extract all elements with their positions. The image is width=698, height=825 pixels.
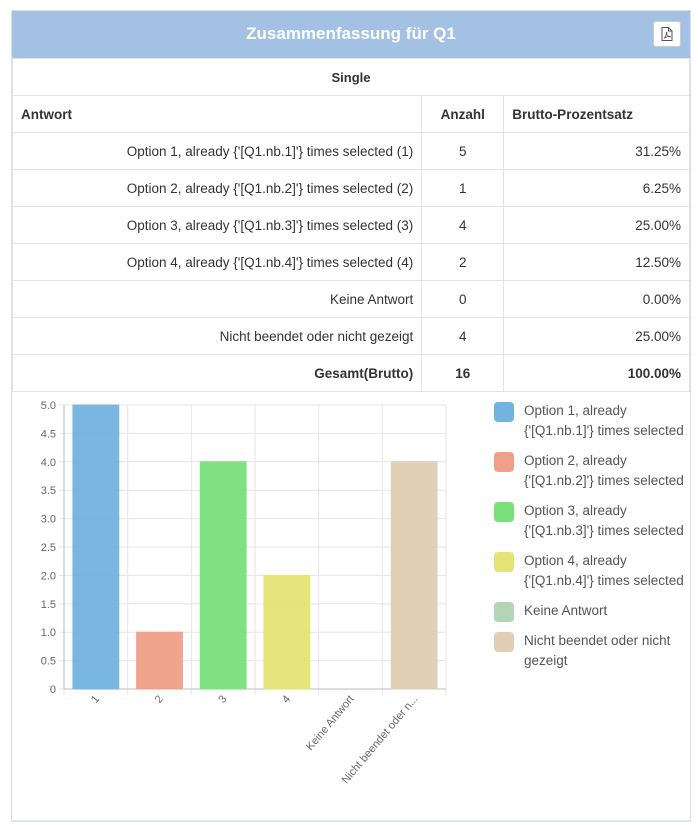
legend-label: Nicht beendet oder nicht gezeigt [524,633,671,668]
x-tick-label: 1 [89,693,102,705]
row-percent: 25.00% [503,317,690,355]
legend-label: Option 1, already {'[Q1.nb.1]'} times se… [524,403,684,438]
row-answer: Nicht beendet oder nicht gezeigt [11,317,423,355]
legend-label: Option 4, already {'[Q1.nb.4]'} times se… [524,553,684,588]
total-label: Gesamt(Brutto) [11,354,423,392]
y-tick-label: 1.5 [41,599,56,611]
x-tick-label: 4 [280,693,293,705]
row-count: 1 [421,169,505,207]
bar-chart: 0 0.5 1.0 1.5 2.0 2.5 3.0 3.5 4.0 4.5 5.0 1 2 3 4 Keine… [41,400,447,786]
row-answer: Option 2, already {'[Q1.nb.2]'} times se… [11,169,423,207]
x-tick-label: 2 [153,693,166,705]
file-pdf-icon [661,27,673,41]
legend-item[interactable]: Option 4, already {'[Q1.nb.4]'} times se… [494,551,684,591]
question-type-row: Single [12,58,690,96]
table-row: Nicht beendet oder nicht gezeigt 4 25.00… [11,317,690,355]
question-type-label: Single [12,58,690,96]
y-tick-label: 2.0 [41,570,56,582]
legend-swatch [494,552,514,572]
header-answer: Antwort [11,95,423,133]
header-percent: Brutto-Prozentsatz [503,95,690,133]
total-count: 16 [421,354,505,392]
row-count: 2 [421,243,505,281]
y-tick-label: 5.0 [41,400,56,412]
header-count: Anzahl [421,95,505,133]
y-tick-label: 4.5 [41,428,56,440]
legend-label: Keine Antwort [524,603,608,618]
y-tick-label: 3.0 [41,514,56,526]
y-tick-label: 1.0 [41,627,56,639]
row-percent: 0.00% [503,280,690,318]
row-count: 4 [421,317,505,355]
bar [136,631,183,690]
table-row: Option 3, already {'[Q1.nb.3]'} times se… [11,206,690,244]
total-percent: 100.00% [503,354,690,392]
legend-item[interactable]: Keine Antwort [494,601,684,622]
legend-swatch [494,402,514,422]
x-tick-label: Keine Antwort [304,693,357,753]
panel-header: Zusammenfassung für Q1 [12,11,690,59]
row-count: 0 [421,280,505,318]
table-row: Keine Antwort 0 0.00% [11,280,690,318]
x-tick-label: Nicht beendet oder n... [340,693,421,786]
legend-item[interactable]: Option 2, already {'[Q1.nb.2]'} times se… [494,451,684,491]
y-tick-label: 2.5 [41,542,56,554]
bar [199,461,247,690]
row-answer: Keine Antwort [11,280,423,318]
y-tick-label: 4.0 [41,457,56,469]
row-percent: 25.00% [503,206,690,244]
legend-label: Option 3, already {'[Q1.nb.3]'} times se… [524,503,684,538]
legend-label: Option 2, already {'[Q1.nb.2]'} times se… [524,453,684,488]
table-row: Option 2, already {'[Q1.nb.2]'} times se… [11,169,690,207]
y-tick-label: 0 [50,684,56,696]
legend-item[interactable]: Nicht beendet oder nicht gezeigt [494,631,684,671]
summary-table: Single Antwort Anzahl Brutto-Prozentsatz… [11,58,690,392]
summary-panel: Zusammenfassung für Q1 Single Antwort An… [11,10,691,822]
legend-swatch [494,452,514,472]
chart-area: 0 0.5 1.0 1.5 2.0 2.5 3.0 3.5 4.0 4.5 5.0 1 2 3 4 Keine… [12,391,690,821]
table-row: Option 1, already {'[Q1.nb.1]'} times se… [11,132,690,170]
panel-footer-divider [12,820,690,821]
legend-swatch [494,502,514,522]
row-percent: 12.50% [503,243,690,281]
table-row: Option 4, already {'[Q1.nb.4]'} times se… [11,243,690,281]
bar [390,461,438,690]
total-row: Gesamt(Brutto) 16 100.00% [11,354,690,392]
table-header-row: Antwort Anzahl Brutto-Prozentsatz [11,95,690,133]
legend-item[interactable]: Option 1, already {'[Q1.nb.1]'} times se… [494,401,684,441]
row-answer: Option 1, already {'[Q1.nb.1]'} times se… [11,132,423,170]
row-percent: 6.25% [503,169,690,207]
y-tick-label: 3.5 [41,485,56,497]
y-tick-label: 0.5 [41,656,56,668]
legend-swatch [494,602,514,622]
chart-legend: Option 1, already {'[Q1.nb.1]'} times se… [494,401,684,681]
bar [72,404,120,690]
legend-item[interactable]: Option 3, already {'[Q1.nb.3]'} times se… [494,501,684,541]
row-answer: Option 4, already {'[Q1.nb.4]'} times se… [11,243,423,281]
row-answer: Option 3, already {'[Q1.nb.3]'} times se… [11,206,423,244]
row-percent: 31.25% [503,132,690,170]
row-count: 5 [421,132,505,170]
row-count: 4 [421,206,505,244]
bar [263,574,311,690]
legend-swatch [494,632,514,652]
x-tick-label: 3 [216,693,229,705]
panel-title: Zusammenfassung für Q1 [246,24,456,43]
export-pdf-button[interactable] [653,21,681,47]
